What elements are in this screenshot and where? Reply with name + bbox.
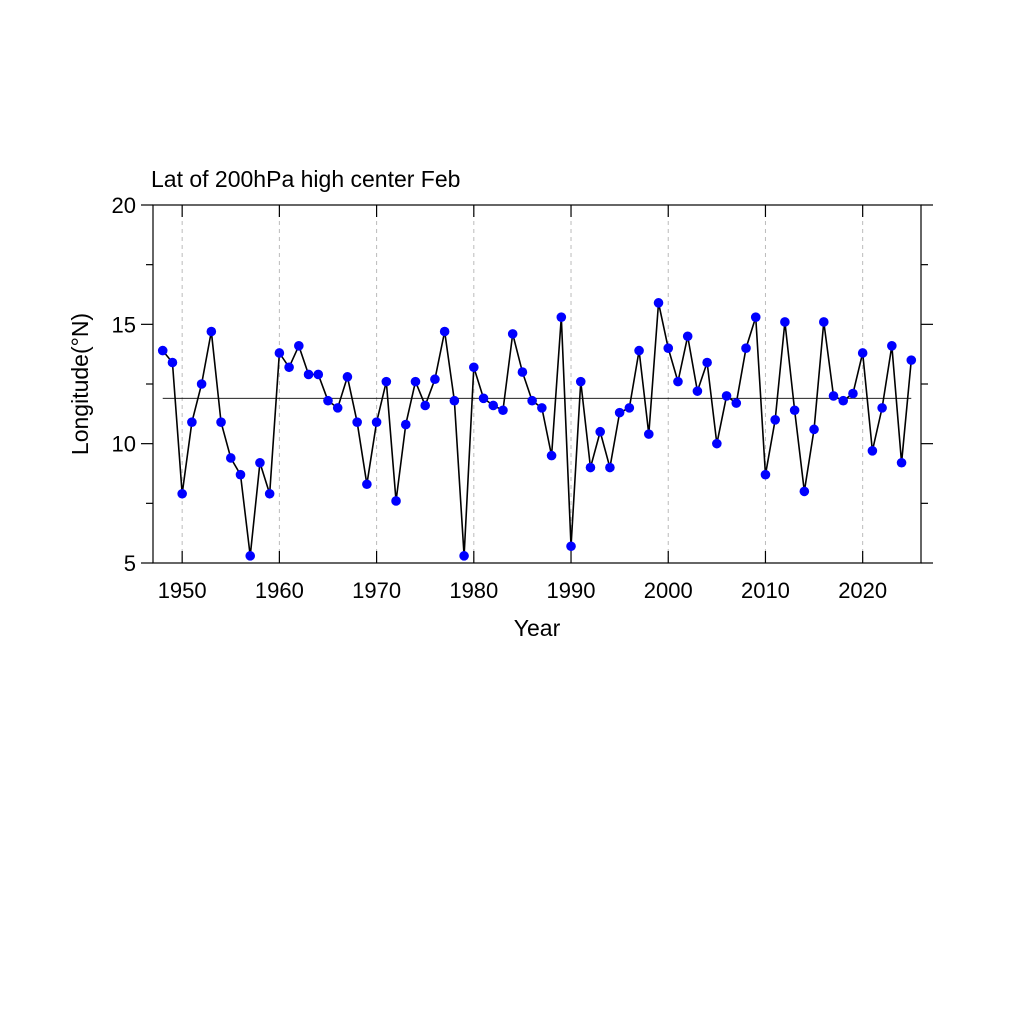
data-point (556, 312, 567, 322)
data-point (750, 312, 761, 322)
data-point (857, 348, 868, 358)
data-point (780, 317, 790, 327)
data-point (313, 369, 324, 380)
data-point (478, 393, 489, 404)
data-point (332, 403, 343, 413)
data-point (459, 551, 469, 561)
x-axis-label: Year (514, 615, 561, 641)
data-point (575, 376, 586, 387)
data-point (848, 388, 858, 399)
y-tick-label: 15 (112, 312, 136, 337)
chart-title: Lat of 200hPa high center Feb (151, 166, 460, 192)
x-tick-label: 2020 (838, 578, 887, 603)
data-point (906, 355, 917, 365)
series-layer (157, 298, 917, 561)
data-point (527, 395, 537, 406)
data-point (264, 488, 275, 499)
data-point (449, 395, 460, 406)
x-tick-label: 1970 (352, 578, 401, 603)
data-point (663, 343, 674, 354)
data-point (430, 374, 440, 385)
data-point (439, 326, 450, 337)
data-point (731, 398, 742, 408)
data-point (653, 298, 664, 308)
data-point (712, 438, 722, 449)
data-point (303, 369, 314, 380)
x-tick-label: 1990 (547, 578, 596, 603)
data-point (196, 379, 207, 389)
data-point (789, 405, 800, 416)
data-point (284, 362, 294, 373)
data-point (488, 400, 499, 411)
data-point (614, 407, 625, 418)
data-point (274, 348, 285, 358)
data-point (692, 386, 703, 396)
data-point (887, 341, 897, 351)
data-point (682, 331, 693, 342)
x-tick-label: 1950 (158, 578, 207, 603)
data-point (216, 417, 226, 427)
data-point (352, 417, 362, 427)
data-point (546, 450, 557, 461)
data-point (896, 457, 907, 468)
data-point (235, 469, 246, 480)
data-point (245, 551, 256, 561)
y-axis-label: Longitude(°N) (67, 313, 93, 455)
data-point (177, 488, 187, 499)
data-point (157, 345, 168, 356)
data-point (206, 326, 217, 337)
data-point (420, 400, 431, 411)
y-tick-label: 20 (112, 193, 136, 218)
data-point (225, 453, 236, 463)
data-point (517, 367, 528, 377)
data-point (867, 446, 878, 456)
data-point (760, 469, 771, 480)
data-point (799, 486, 810, 497)
x-tick-label: 2000 (644, 578, 693, 603)
data-point (605, 462, 615, 473)
axis-ticks (141, 204, 933, 564)
x-tick-label: 2010 (741, 578, 790, 603)
data-point (362, 479, 372, 490)
y-tick-label: 5 (124, 551, 136, 576)
data-point (741, 343, 751, 354)
data-point (391, 496, 401, 506)
data-point (381, 376, 392, 387)
data-point (702, 357, 712, 368)
grid-lines (181, 205, 864, 563)
data-point (167, 357, 178, 368)
data-point (498, 405, 508, 416)
data-point (507, 329, 518, 339)
data-point (673, 376, 683, 387)
y-tick-label: 10 (112, 432, 136, 457)
data-point (585, 462, 596, 473)
data-point (877, 403, 887, 413)
data-point (838, 395, 849, 406)
data-point (809, 424, 819, 435)
data-point (721, 391, 732, 401)
data-point (643, 429, 654, 439)
tick-labels: 1950 1960 1970 1980 1990 2000 2010 2020 5 10 15 20 (112, 193, 888, 603)
data-point (323, 395, 333, 406)
data-point (634, 345, 644, 356)
data-point (537, 403, 547, 413)
data-point (294, 341, 304, 351)
data-point (342, 372, 353, 382)
data-point (255, 457, 265, 468)
data-point (818, 317, 829, 327)
data-point (400, 419, 411, 430)
x-tick-label: 1980 (449, 578, 498, 603)
data-point (469, 362, 479, 373)
data-point (371, 417, 382, 427)
data-point (624, 403, 635, 413)
data-point (187, 417, 197, 427)
x-tick-label: 1960 (255, 578, 304, 603)
data-point (770, 415, 780, 425)
data-point (410, 376, 421, 387)
data-point (595, 426, 605, 437)
data-point (828, 391, 839, 401)
data-point (566, 541, 576, 552)
